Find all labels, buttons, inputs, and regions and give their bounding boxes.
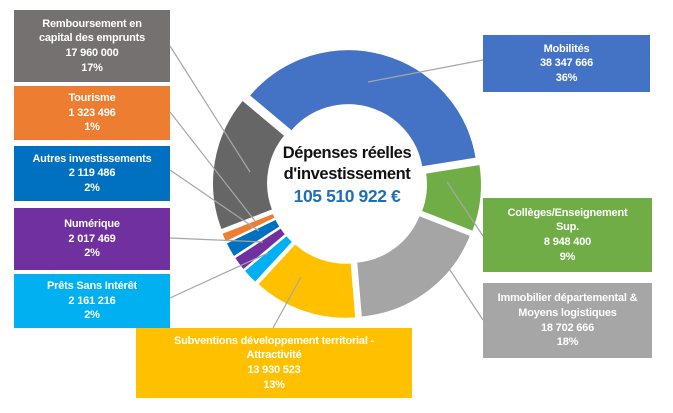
segment-label: Autres investissements xyxy=(32,152,152,165)
segment-label: Tourisme xyxy=(68,92,116,105)
leader-line-subventions-attractivite xyxy=(272,276,302,329)
leader-line-tourisme xyxy=(169,111,256,222)
segment-percent: 2% xyxy=(84,181,100,194)
donut-slice-mobilites xyxy=(247,48,478,169)
segment-percent: 2% xyxy=(84,247,100,260)
label-box-tourisme: Tourisme 1 323 496 1% xyxy=(14,86,170,140)
segment-value: 13 930 523 xyxy=(247,364,301,376)
segment-percent: 1% xyxy=(84,121,100,134)
segment-value: 18 702 666 xyxy=(540,321,595,334)
label-box-mobilites: Mobilités 38 347 666 36% xyxy=(483,35,650,92)
segment-label: Immobilier départemental & Moyens logist… xyxy=(497,292,638,319)
label-box-colleges: Collèges/Enseignement Sup. 8 948 400 9% xyxy=(483,198,652,272)
segment-label: Collèges/Enseignement Sup. xyxy=(507,206,628,234)
segment-value: 8 948 400 xyxy=(543,236,592,248)
donut-slice-subventions-attractivite xyxy=(255,241,358,320)
leader-lines xyxy=(169,45,484,329)
segment-value: 2 017 469 xyxy=(68,232,116,245)
label-box-subventions: Subventions développement territorial - … xyxy=(136,328,412,398)
leader-line-remboursement-emprunts xyxy=(169,45,251,173)
segment-percent: 18% xyxy=(556,336,579,349)
label-box-prets-sans-interet: Prêts Sans Intérêt 2 161 216 2% xyxy=(14,274,170,328)
leader-line-immobilier-moyens-logistiques xyxy=(447,266,484,321)
segment-label: Remboursement en capital des emprunts xyxy=(38,17,146,45)
segment-value: 17 960 000 xyxy=(65,47,119,59)
segment-label: Prêts Sans Intérêt xyxy=(47,280,137,293)
segment-value: 1 323 496 xyxy=(68,106,116,119)
chart-title: Dépenses réelles d'investissement xyxy=(282,144,412,183)
chart-total-value: 105 510 922 € xyxy=(293,186,401,206)
leader-line-colleges-enseignement-sup xyxy=(446,181,484,237)
donut-slice-tourisme xyxy=(219,211,278,244)
leader-line-mobilites xyxy=(367,59,484,83)
donut-slice-immobilier-moyens-logistiques xyxy=(355,213,473,319)
leader-line-numerique xyxy=(169,237,264,243)
leader-line-autres-investissements xyxy=(169,169,260,232)
segment-percent: 2% xyxy=(84,309,100,322)
segment-percent: 17% xyxy=(81,61,103,74)
label-box-numerique: Numérique 2 017 469 2% xyxy=(14,208,170,270)
segment-value: 2 161 216 xyxy=(68,294,116,307)
segment-value: 38 347 666 xyxy=(539,57,594,70)
segment-percent: 13% xyxy=(263,378,285,391)
label-box-autres-investissements: Autres investissements 2 119 486 2% xyxy=(14,146,170,201)
segment-percent: 9% xyxy=(559,250,576,263)
label-box-immobilier: Immobilier départemental & Moyens logist… xyxy=(483,283,652,358)
donut-slice-remboursement-emprunts xyxy=(211,98,287,232)
segment-label: Subventions développement territorial - … xyxy=(173,334,374,362)
segment-label: Mobilités xyxy=(543,42,590,55)
label-box-remboursement: Remboursement en capital des emprunts 17… xyxy=(14,10,170,82)
donut-center-label: Dépenses réelles d'investissement 105 51… xyxy=(247,143,447,208)
donut-slice-colleges-enseignement-sup xyxy=(419,162,483,234)
segment-value: 2 119 486 xyxy=(68,167,116,180)
leader-line-prets-sans-interet xyxy=(169,252,269,299)
segment-percent: 36% xyxy=(555,71,578,84)
segment-label: Numérique xyxy=(64,218,120,231)
